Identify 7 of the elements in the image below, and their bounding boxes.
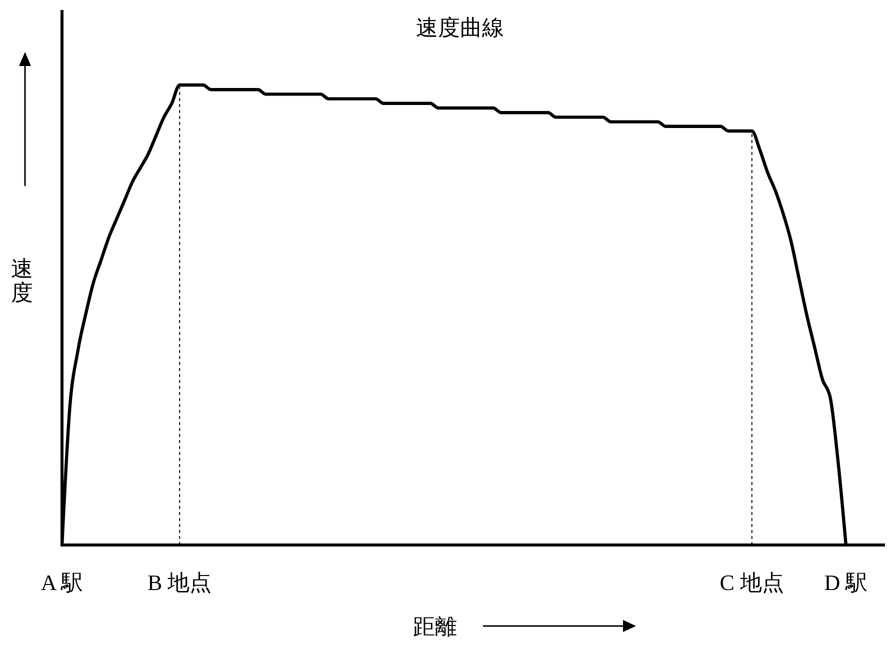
y-axis-title: 速度 — [11, 256, 33, 305]
x-tick-label: C 地点 — [720, 570, 784, 595]
chart-title: 速度曲線 — [416, 15, 504, 40]
x-tick-label: D 駅 — [824, 570, 868, 595]
x-tick-label: A 駅 — [40, 570, 84, 595]
x-axis-title: 距離 — [413, 614, 457, 639]
x-tick-label: B 地点 — [148, 570, 212, 595]
